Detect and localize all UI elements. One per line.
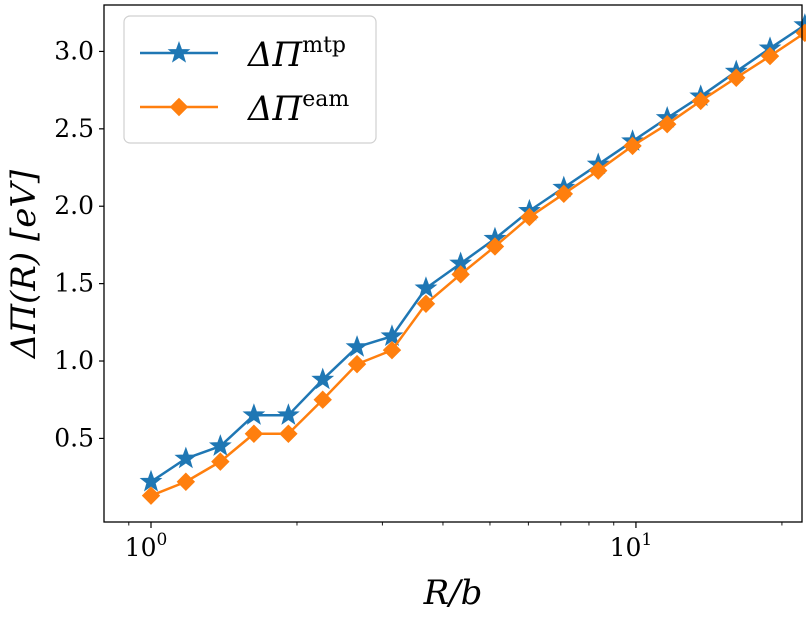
series-layer: [139, 13, 806, 505]
data-point-mtp: [139, 469, 163, 492]
x-tick-label: 101: [610, 530, 653, 562]
axis-ticks: 0.5 1.0 1.5 2.0 2.5 3.0 100 101: [54, 36, 783, 562]
data-point-eam: [727, 68, 746, 87]
data-point-mtp: [414, 276, 438, 298]
data-point-eam: [451, 265, 470, 284]
data-point-eam: [485, 237, 505, 256]
data-point-eam: [623, 136, 642, 156]
legend-marker-mtp: [167, 41, 191, 63]
data-point-mtp: [276, 403, 300, 425]
legend-label-eam: ΔΠeam: [246, 87, 349, 129]
data-point-eam: [244, 424, 264, 443]
data-point-eam: [795, 23, 806, 43]
data-point-eam: [176, 472, 196, 491]
legend-box: [123, 15, 377, 144]
data-point-eam: [760, 46, 780, 66]
data-point-eam: [416, 294, 436, 313]
data-point-mtp: [208, 434, 232, 456]
data-point-eam: [141, 486, 161, 505]
y-tick-label: 2.0: [54, 191, 94, 220]
plot-frame: [103, 4, 803, 523]
legend: ΔΠmtp ΔΠeam: [123, 15, 377, 144]
y-tick-label: 3.0: [54, 36, 94, 65]
data-point-eam: [279, 424, 298, 443]
data-point-eam: [657, 114, 677, 134]
data-point-mtp: [311, 367, 335, 390]
data-point-eam: [554, 184, 574, 204]
data-point-mtp: [242, 403, 266, 425]
legend-marker-eam: [169, 97, 189, 117]
data-point-eam: [382, 340, 402, 360]
data-point-eam: [589, 161, 608, 180]
y-tick-label: 1.0: [54, 346, 94, 375]
x-axis-label: R/b: [423, 573, 483, 613]
data-point-eam: [313, 390, 332, 409]
data-point-mtp: [380, 324, 404, 346]
y-axis-label: ΔΠ(R) [eV]: [4, 169, 44, 360]
data-point-mtp: [345, 335, 369, 357]
legend-label-mtp: ΔΠmtp: [246, 33, 346, 75]
y-tick-label: 0.5: [54, 423, 94, 452]
y-tick-label: 2.5: [54, 114, 94, 143]
data-point-eam: [347, 354, 367, 374]
y-tick-label: 1.5: [54, 269, 94, 298]
data-point-eam: [211, 452, 230, 471]
data-point-mtp: [174, 446, 198, 469]
x-tick-label: 100: [125, 530, 168, 562]
data-point-eam: [520, 207, 539, 227]
data-point-eam: [691, 91, 710, 111]
